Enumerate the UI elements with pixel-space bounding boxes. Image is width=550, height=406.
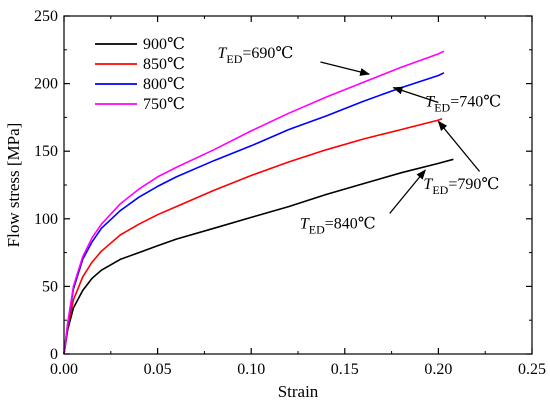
x-tick-label: 0.05	[144, 361, 172, 378]
annotation-arrow-1	[392, 86, 439, 104]
annotation-arrow-2	[437, 120, 481, 172]
series-line-1	[63, 118, 443, 355]
annotation-arrow-3	[389, 169, 426, 214]
axes-layer: 0.00 0.05 0.10 0.15 0.20 0.25 0 50 100 150 200 250 S…	[4, 8, 546, 401]
series-line-0	[63, 158, 454, 355]
series-line-2	[63, 72, 445, 355]
x-tick-label: 0.20	[424, 361, 452, 378]
x-axis-title: Strain	[278, 382, 319, 401]
y-tick-label: 250	[34, 8, 58, 25]
x-tick-label: 0.25	[518, 361, 546, 378]
annotation-label-0: TED=690℃	[218, 45, 294, 66]
legend-label-3: 750℃	[143, 96, 185, 113]
series-line-3	[63, 50, 445, 355]
legend-label-1: 850℃	[143, 56, 185, 73]
y-tick-label: 150	[34, 143, 58, 160]
y-tick-label: 100	[34, 211, 58, 228]
annotation-arrow-0	[320, 61, 371, 76]
x-tick-label: 0.10	[237, 361, 265, 378]
x-tick-label: 0.15	[331, 361, 359, 378]
legend: 900℃ 850℃ 800℃ 750℃	[95, 36, 185, 113]
y-tick-label: 200	[34, 76, 58, 93]
y-tick-label: 50	[42, 278, 58, 295]
annotation-label-1: TED=740℃	[425, 94, 501, 115]
annotations-layer: TED=690℃ TED=740℃ TED=790℃ TED=840℃	[218, 45, 502, 236]
y-tick-label: 0	[50, 346, 58, 363]
annotation-label-3: TED=840℃	[300, 215, 376, 236]
legend-label-0: 900℃	[143, 36, 185, 53]
series-layer	[63, 50, 454, 355]
legend-label-2: 800℃	[143, 76, 185, 93]
x-tick-label: 0.00	[50, 361, 78, 378]
annotation-label-2: TED=790℃	[423, 176, 499, 197]
y-axis-title: Flow stress [MPa]	[4, 123, 23, 248]
